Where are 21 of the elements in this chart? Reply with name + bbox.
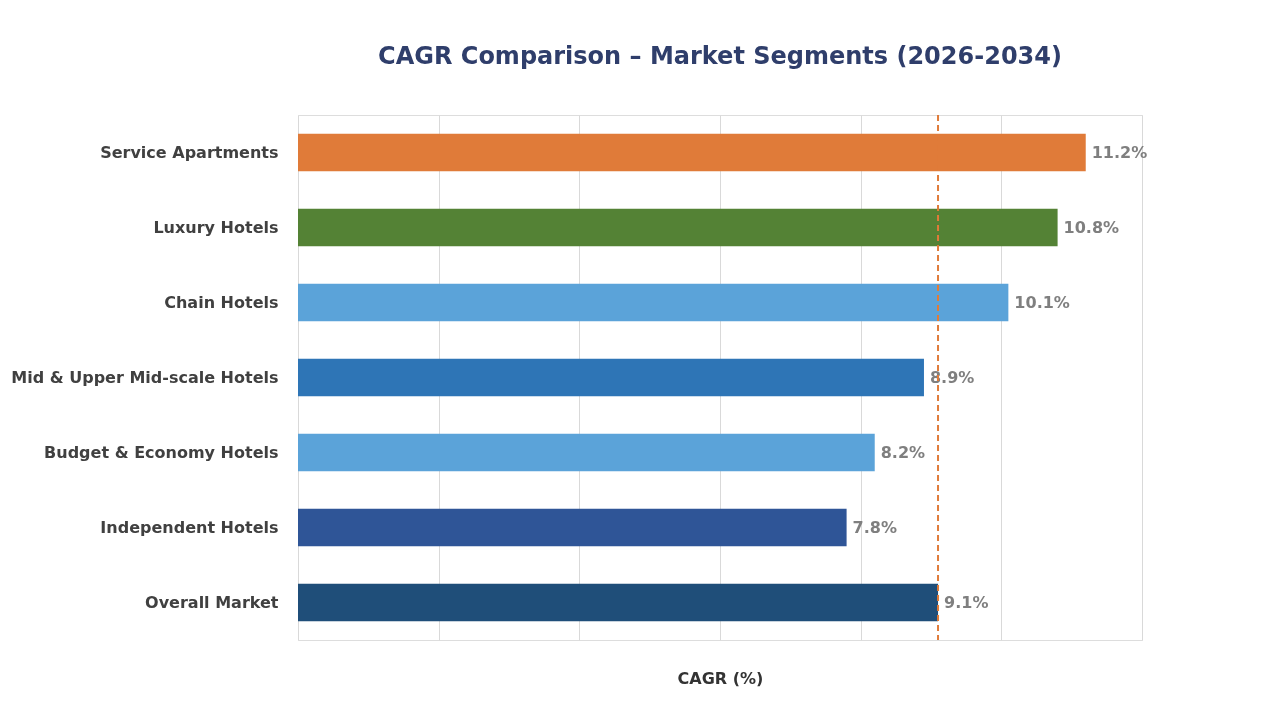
data-label: 10.1% bbox=[1014, 292, 1070, 312]
y-tick-label: Independent Hotels bbox=[100, 517, 279, 537]
y-tick-label: Mid & Upper Mid-scale Hotels bbox=[11, 367, 279, 387]
data-label: 10.8% bbox=[1063, 217, 1120, 237]
x-axis-title: CAGR (%) bbox=[677, 668, 764, 688]
bar bbox=[298, 208, 1058, 247]
bar bbox=[298, 508, 847, 547]
y-tick-label: Overall Market bbox=[145, 592, 279, 612]
y-tick-label: Chain Hotels bbox=[164, 292, 279, 312]
chart-title: CAGR Comparison – Market Segments (2026-2034) bbox=[378, 42, 1062, 70]
bar bbox=[298, 583, 939, 622]
data-label: 7.8% bbox=[852, 517, 897, 537]
bar bbox=[298, 283, 1009, 322]
data-label: 8.2% bbox=[880, 442, 926, 462]
bar bbox=[298, 358, 924, 397]
data-label: 9.1% bbox=[944, 592, 989, 612]
y-tick-label: Luxury Hotels bbox=[153, 217, 279, 237]
data-label: 11.2% bbox=[1091, 142, 1148, 162]
y-tick-label: Budget & Economy Hotels bbox=[44, 442, 279, 462]
bar bbox=[298, 433, 875, 472]
y-tick-label: Service Apartments bbox=[100, 142, 279, 162]
